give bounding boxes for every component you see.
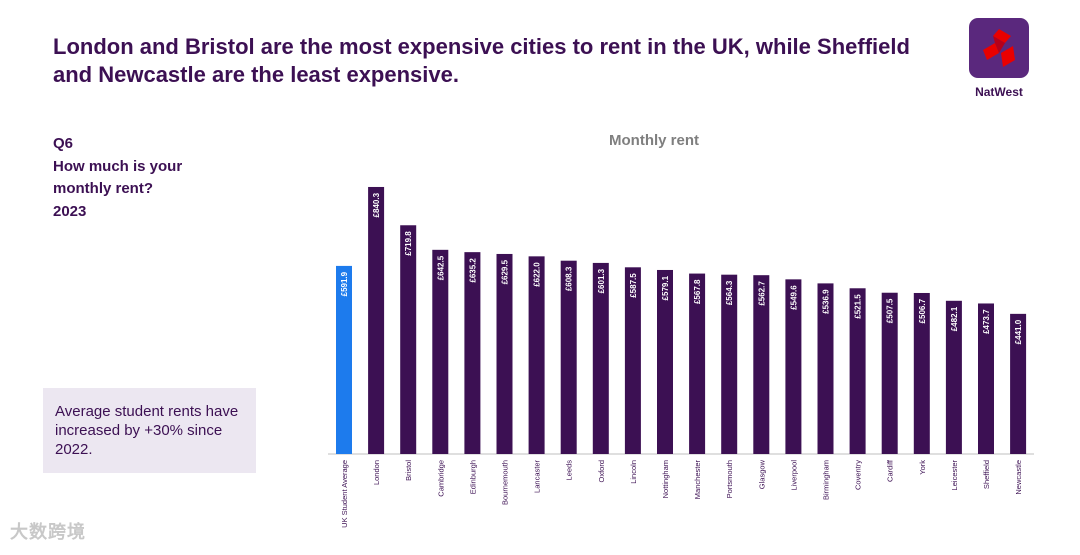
x-tick-label: Cardiff [886, 459, 895, 482]
bar-portsmouth [721, 274, 738, 454]
bar-edinburgh [464, 252, 481, 454]
bar-york [913, 292, 930, 454]
logo-name: NatWest [975, 85, 1023, 99]
x-tick-label: Lancaster [533, 459, 542, 492]
x-tick-label: Cambridge [436, 460, 445, 497]
natwest-logo-icon [969, 18, 1029, 78]
x-tick-label: Birmingham [822, 460, 831, 500]
data-label: £635.2 [468, 258, 477, 283]
data-label: £587.5 [629, 273, 638, 298]
data-label: £629.5 [501, 259, 510, 284]
x-tick-label: UK Student Average [340, 460, 349, 528]
data-label: £482.1 [950, 306, 959, 331]
data-label: £564.3 [725, 280, 734, 305]
x-tick-label: York [918, 460, 927, 475]
x-tick-label: Portsmouth [725, 460, 734, 498]
watermark: 大数跨境 [10, 522, 86, 542]
x-tick-label: Liverpool [789, 460, 798, 491]
bar-london [368, 186, 385, 454]
data-label: £536.9 [822, 289, 831, 314]
bar-glasgow [753, 275, 770, 454]
bar-uk-student-average [336, 265, 352, 454]
data-label: £591.9 [340, 271, 349, 296]
x-tick-label: Glasgow [757, 459, 766, 489]
question-text: How much is your monthly rent? [53, 158, 183, 197]
x-tick-label: London [372, 460, 381, 485]
question-year: 2023 [53, 203, 87, 220]
data-label: £506.7 [918, 298, 927, 323]
question-block: Q6 How much is your monthly rent? 2023 [53, 133, 223, 223]
chart-svg: Monthly rent £591.9 UK Student Average £84… [328, 132, 1034, 528]
data-label: £521.5 [854, 294, 863, 319]
chart-title: Monthly rent [609, 132, 699, 149]
x-tick-label: Edinburgh [468, 460, 477, 494]
bar-coventry [849, 288, 866, 454]
bar-newcastle [1010, 313, 1027, 454]
x-tick-label: Bristol [404, 460, 413, 481]
data-label: £840.3 [372, 192, 381, 217]
natwest-logo: NatWest [965, 18, 1033, 99]
data-label: £601.3 [597, 268, 606, 293]
data-label: £567.8 [693, 279, 702, 304]
bar-lancaster [528, 256, 545, 454]
rent-chart: Monthly rent £591.9 UK Student Average £84… [300, 120, 1060, 555]
x-tick-label: Newcastle [1014, 460, 1023, 495]
x-tick-label: Oxford [597, 460, 606, 483]
data-label: £579.1 [661, 275, 670, 300]
data-label: £622.0 [533, 262, 542, 287]
bar-birmingham [817, 283, 834, 454]
data-label: £719.8 [404, 231, 413, 256]
data-label: £441.0 [1014, 319, 1023, 344]
bar-cardiff [881, 292, 898, 454]
bar-nottingham [657, 269, 673, 454]
data-label: £549.6 [789, 285, 798, 310]
note-text: Average student rents have increased by … [55, 403, 239, 458]
bar-manchester [689, 273, 706, 454]
data-label: £562.7 [757, 281, 766, 306]
x-tick-label: Sheffield [982, 460, 991, 489]
bar-bournemouth [496, 253, 513, 454]
data-label: £473.7 [982, 309, 991, 334]
data-label: £642.5 [436, 255, 445, 280]
x-tick-label: Leicester [950, 460, 959, 491]
x-tick-label: Lincoln [629, 460, 638, 484]
bar-cambridge [432, 249, 449, 454]
bar-oxford [592, 262, 609, 454]
headline: London and Bristol are the most expensiv… [53, 34, 910, 87]
question-number: Q6 [53, 135, 74, 152]
note-box: Average student rents have increased by … [43, 388, 256, 473]
bar-bristol [400, 225, 417, 454]
bar-leicester [945, 300, 962, 454]
bar-liverpool [785, 279, 802, 454]
x-tick-label: Manchester [693, 460, 702, 500]
data-label: £507.5 [886, 298, 895, 323]
x-tick-label: Nottingham [661, 460, 670, 498]
bar-lincoln [624, 267, 641, 454]
data-label: £608.3 [565, 266, 574, 291]
x-tick-label: Leeds [565, 460, 574, 481]
x-tick-label: Bournemouth [501, 460, 510, 505]
x-tick-label: Coventry [854, 460, 863, 490]
bar-sheffield [978, 303, 994, 454]
bar-leeds [560, 260, 577, 454]
